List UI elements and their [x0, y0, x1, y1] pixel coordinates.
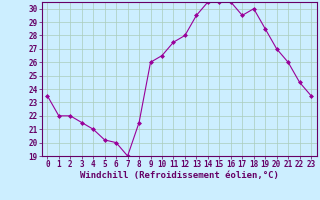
X-axis label: Windchill (Refroidissement éolien,°C): Windchill (Refroidissement éolien,°C): [80, 171, 279, 180]
